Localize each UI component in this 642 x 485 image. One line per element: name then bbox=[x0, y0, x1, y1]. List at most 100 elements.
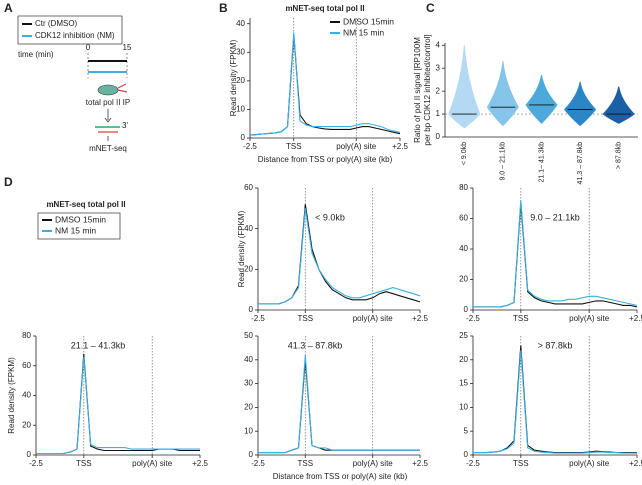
schematic: Ctr (DMSO) CDK12 inhibition (NM) time (m… bbox=[17, 15, 132, 153]
y-tick-label: 60 bbox=[459, 214, 468, 223]
violin bbox=[564, 81, 597, 127]
violin bbox=[525, 75, 558, 124]
y-tick-label: 50 bbox=[244, 331, 253, 340]
panel-label: B bbox=[219, 1, 228, 15]
schematic-legend-box bbox=[17, 15, 123, 45]
y-tick-label: 0 bbox=[249, 305, 254, 314]
y-tick-label: 10 bbox=[459, 403, 468, 412]
x-axis-label: Distance from TSS or poly(A) site (kb) bbox=[258, 155, 393, 164]
x-tick-label: TSS bbox=[297, 459, 313, 468]
y-tick-label: 0 bbox=[464, 450, 469, 459]
y-tick-label: 60 bbox=[22, 361, 31, 370]
y-tick-label: 40 bbox=[459, 244, 468, 253]
x-tick-label: -2.5 bbox=[251, 459, 265, 468]
x-tick-label: TSS bbox=[513, 459, 529, 468]
x-tick-label: poly(A) site bbox=[132, 459, 173, 468]
y-axis-label: Read density (FPKM) bbox=[237, 210, 246, 287]
x-tick-label: +2.5 bbox=[192, 459, 208, 468]
y-tick-label: 0 bbox=[249, 450, 254, 459]
y-tick-label: 80 bbox=[459, 183, 468, 192]
x-tick-label: 9.0 – 21.1kb bbox=[500, 142, 507, 181]
y-axis-label: Read density (FPKM) bbox=[7, 357, 16, 434]
panel-label: C bbox=[426, 1, 435, 15]
y-tick-label: 60 bbox=[244, 183, 253, 192]
y-axis-label: Read density (FPKM) bbox=[229, 39, 238, 116]
x-tick-label: TSS bbox=[297, 314, 313, 323]
x-tick-label: poly(A) site bbox=[353, 314, 394, 323]
y-tick-label: 0 bbox=[241, 133, 246, 142]
readout-label: mNET-seq bbox=[89, 144, 127, 153]
arrow-head bbox=[104, 117, 112, 123]
y-tick-label: 20 bbox=[244, 403, 253, 412]
y-tick-label: 0 bbox=[464, 305, 469, 314]
x-tick-label: 21.1– 41.3kb bbox=[538, 142, 545, 183]
violin bbox=[448, 45, 481, 129]
x-tick-label: +2.5 bbox=[392, 142, 408, 151]
antibody-icon bbox=[117, 83, 128, 93]
legend-box bbox=[37, 212, 121, 240]
series-line bbox=[473, 350, 637, 454]
ip-icon bbox=[97, 84, 119, 96]
y-tick-label: 10 bbox=[244, 426, 253, 435]
y-axis-label: per bp CDK12 inhibited/control] bbox=[423, 34, 432, 145]
y-tick-label: 40 bbox=[236, 19, 245, 28]
x-tick-label: -2.5 bbox=[251, 314, 265, 323]
y-tick-label: 20 bbox=[459, 275, 468, 284]
series-line bbox=[258, 354, 420, 454]
x-axis-label: Distance from TSS or poly(A) site (kb) bbox=[273, 472, 408, 481]
y-tick-label: 20 bbox=[459, 355, 468, 364]
time-start: 0 bbox=[86, 43, 91, 52]
x-tick-label: TSS bbox=[76, 459, 92, 468]
x-tick-label: > 87.8kb bbox=[616, 142, 623, 169]
chart-title: mNET-seq total pol II bbox=[46, 200, 125, 209]
y-tick-label: 1 bbox=[436, 109, 441, 118]
y-tick-label: 20 bbox=[236, 76, 245, 85]
legend-label: NM 15 min bbox=[55, 225, 96, 235]
x-tick-label: -2.5 bbox=[29, 459, 43, 468]
x-tick-label: +2.5 bbox=[629, 459, 642, 468]
y-tick-label: 5 bbox=[464, 426, 469, 435]
x-tick-label: poly(A) site bbox=[353, 459, 394, 468]
x-tick-label: poly(A) site bbox=[569, 314, 610, 323]
legend-label: CDK12 inhibition (NM) bbox=[35, 31, 115, 40]
legend-label: DMSO 15min bbox=[55, 214, 106, 224]
y-tick-label: 40 bbox=[244, 224, 253, 233]
x-tick-label: TSS bbox=[513, 314, 529, 323]
y-tick-label: 4 bbox=[436, 40, 441, 49]
y-tick-label: 30 bbox=[236, 47, 245, 56]
x-tick-label: -2.5 bbox=[466, 459, 480, 468]
annotation: 21.1 – 41.3kb bbox=[71, 340, 126, 350]
time-end: 15 bbox=[123, 43, 132, 52]
series-line bbox=[249, 32, 401, 136]
violin bbox=[486, 61, 519, 127]
legend-label: DMSO 15min bbox=[343, 16, 394, 26]
x-tick-label: -2.5 bbox=[466, 314, 480, 323]
y-tick-label: 80 bbox=[22, 331, 31, 340]
y-tick-label: 20 bbox=[244, 264, 253, 273]
x-tick-label: < 9.0kb bbox=[461, 142, 468, 165]
x-tick-label: +2.5 bbox=[629, 314, 642, 323]
y-tick-label: 25 bbox=[459, 331, 468, 340]
annotation: 41.3 – 87.8kb bbox=[288, 340, 343, 350]
y-tick-label: 40 bbox=[22, 391, 31, 400]
x-tick-label: poly(A) site bbox=[336, 142, 377, 151]
x-tick-label: 41.3 – 87.8kb bbox=[577, 142, 584, 185]
y-axis-label: Ratio of pol II signal [RP100M bbox=[413, 37, 422, 143]
primer-label: 3' bbox=[122, 121, 128, 130]
annotation: < 9.0kb bbox=[315, 212, 345, 222]
time-label: time (min) bbox=[18, 50, 54, 59]
series-line bbox=[258, 208, 421, 305]
annotation: 9.0 – 21.1kb bbox=[530, 212, 580, 222]
y-tick-label: 30 bbox=[244, 379, 253, 388]
x-tick-label: poly(A) site bbox=[569, 459, 610, 468]
y-tick-label: 20 bbox=[22, 420, 31, 429]
panel-label: D bbox=[4, 175, 13, 189]
y-tick-label: 0 bbox=[436, 132, 441, 141]
y-tick-label: 2 bbox=[436, 86, 441, 95]
legend-label: Ctr (DMSO) bbox=[35, 19, 78, 28]
legend-label: NM 15 min bbox=[343, 27, 384, 37]
y-tick-label: 40 bbox=[244, 355, 253, 364]
y-tick-label: 10 bbox=[236, 105, 245, 114]
